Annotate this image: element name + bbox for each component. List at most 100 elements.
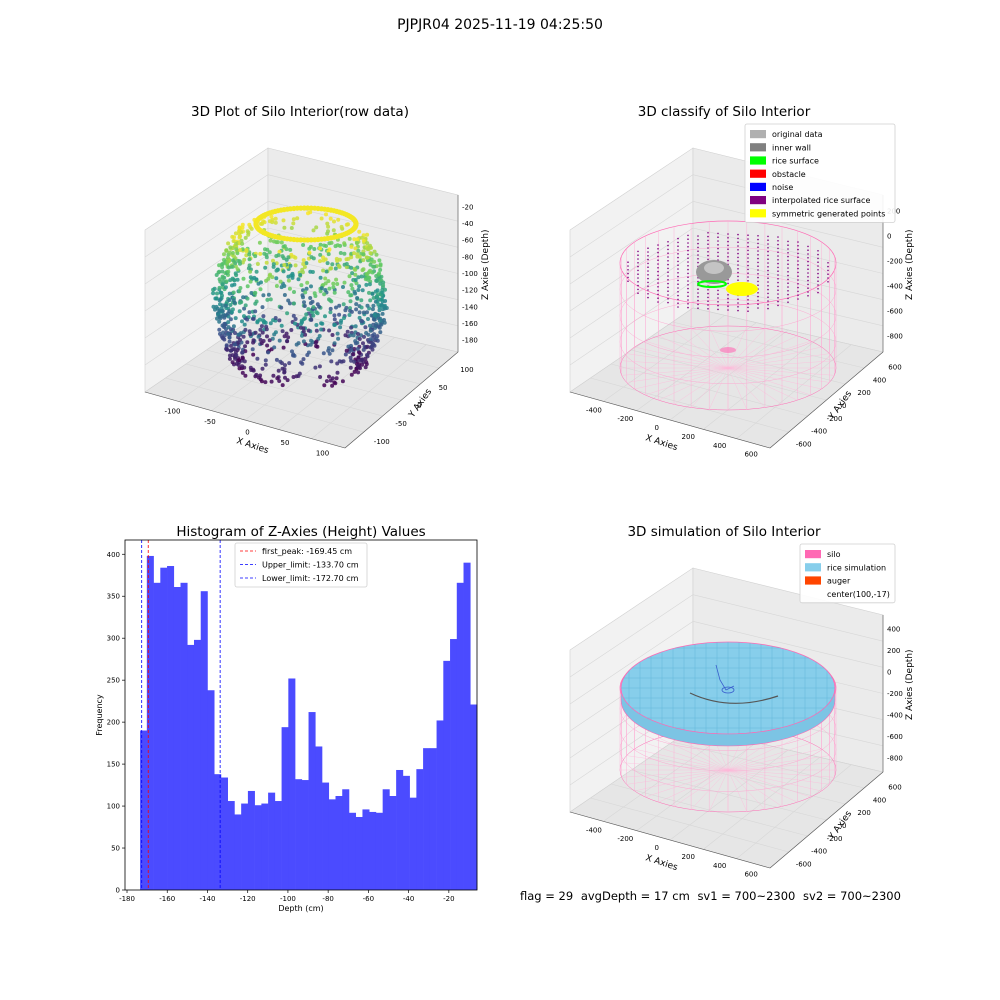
interpolated-point (767, 300, 769, 302)
data-point (270, 336, 275, 341)
data-point (328, 310, 333, 315)
interpolated-point (647, 285, 649, 288)
interpolated-point (787, 252, 789, 254)
gridline (692, 254, 884, 300)
data-point (228, 317, 233, 322)
legend-frame (744, 123, 896, 223)
y-tick-label: 400 (873, 796, 886, 804)
x-tick-label: -60 (363, 895, 374, 903)
interpolated-point (687, 268, 689, 271)
data-point (283, 375, 287, 380)
interpolated-point (757, 284, 759, 287)
interpolated-point (747, 253, 749, 255)
data-point (319, 216, 324, 221)
interpolated-point (757, 246, 759, 248)
data-point (330, 348, 335, 353)
data-point (324, 212, 328, 217)
data-point (269, 379, 274, 384)
data-point (347, 313, 352, 317)
histogram-bar (416, 769, 424, 890)
histogram-vlines (141, 540, 221, 890)
y-tick-label: 250 (107, 677, 120, 685)
data-point (223, 303, 228, 308)
auger-trace (715, 664, 735, 691)
interpolated-point (697, 250, 699, 252)
histogram-bar (254, 805, 262, 890)
data-point (277, 249, 282, 254)
data-point (282, 263, 287, 267)
data-point (253, 330, 258, 335)
gridline (144, 281, 269, 366)
data-point (267, 219, 272, 224)
silo-floor-spoke (645, 742, 729, 771)
data-point (365, 241, 370, 246)
data-point (307, 250, 312, 255)
data-point (267, 250, 272, 255)
data-point (323, 314, 327, 319)
data-point (365, 310, 369, 315)
y-tick-label: -600 (796, 441, 812, 449)
interpolated-point (757, 307, 759, 309)
legend-swatch (750, 143, 766, 152)
interpolated-point (807, 279, 809, 282)
data-point (343, 352, 348, 357)
rice-depression-edge (689, 692, 779, 704)
data-point (280, 329, 285, 334)
interpolated-point (637, 288, 639, 291)
interpolated-point (757, 265, 759, 268)
interpolated-point (737, 241, 739, 243)
data-point (349, 265, 354, 270)
data-point (226, 265, 231, 270)
data-point (234, 247, 239, 252)
data-point (291, 301, 296, 306)
data-point (357, 310, 362, 315)
interpolated-point (687, 265, 689, 267)
interpolated-point (737, 268, 739, 270)
data-point (246, 230, 251, 235)
interpolated-point (747, 238, 749, 240)
data-point (364, 362, 369, 367)
silo-floor-spoke (727, 769, 835, 778)
y-tick-label: 0 (842, 402, 846, 410)
x-tick-label: 400 (713, 442, 726, 450)
silo-floor-spoke (727, 367, 830, 383)
data-point (239, 300, 244, 305)
interpolated-point (767, 258, 769, 261)
interpolated-point (767, 281, 769, 283)
data-point (230, 251, 235, 255)
silo-floor-spoke (727, 769, 766, 810)
data-point (225, 260, 230, 265)
data-point (349, 358, 354, 363)
interpolated-point (787, 244, 789, 246)
interpolated-point (667, 256, 669, 258)
data-point (356, 248, 361, 253)
interpolated-point (697, 303, 699, 306)
data-point (251, 338, 256, 343)
histogram-bar (382, 789, 390, 890)
data-point (377, 271, 382, 276)
data-point (334, 305, 338, 310)
interpolated-point (707, 251, 709, 253)
interpolated-point (727, 259, 729, 262)
interpolated-point (737, 264, 739, 266)
data-point (217, 285, 222, 290)
data-point (377, 318, 382, 323)
data-point (221, 330, 226, 335)
panel-raw-point-cloud (211, 205, 389, 388)
interpolated-point (787, 278, 789, 281)
data-point (245, 284, 250, 289)
interpolated-point (737, 279, 739, 282)
data-point (238, 286, 243, 290)
histogram-bar (436, 720, 444, 890)
interpolated-point (637, 258, 639, 260)
gridline (692, 281, 884, 327)
data-point (276, 368, 281, 373)
interpolated-point (757, 299, 759, 302)
data-point (245, 340, 250, 345)
y-tick-label: 400 (873, 376, 886, 384)
data-point (348, 355, 353, 360)
interpolated-point (797, 286, 799, 289)
histogram-y-ticks: 0 50 100 150 200 250 300 350 400 (107, 551, 125, 895)
z-tick-label: -600 (887, 733, 903, 741)
data-point (279, 323, 284, 328)
